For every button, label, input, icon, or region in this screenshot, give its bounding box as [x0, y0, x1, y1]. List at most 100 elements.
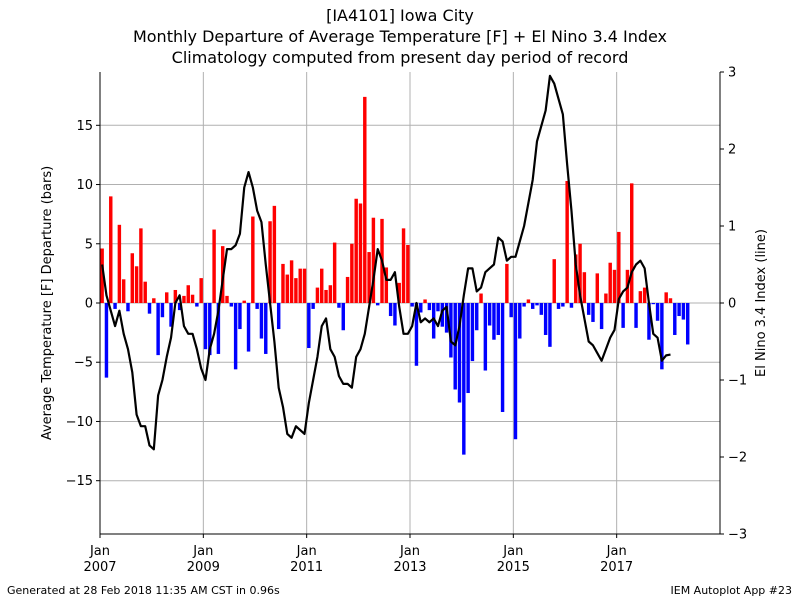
y-axis-label: Average Temperature [F] Departure (bars): [40, 166, 55, 440]
departure-bar: [216, 303, 221, 354]
nino34-line: [101, 74, 671, 451]
departure-bar: [311, 303, 315, 309]
departure-bar: [307, 303, 311, 349]
departure-bar: [251, 216, 255, 303]
y2-tick-label: −2: [728, 451, 747, 466]
nino-line-layer: [101, 74, 671, 451]
x-tick-label-year: 2007: [83, 560, 116, 575]
departure-bar: [526, 299, 531, 303]
departure-bar: [617, 231, 621, 303]
departure-bar: [354, 198, 358, 303]
departure-bar: [612, 269, 617, 303]
departure-bar: [332, 242, 337, 303]
departure-bar: [324, 289, 328, 303]
departure-bar: [462, 303, 466, 455]
departure-bar: [539, 303, 544, 315]
departure-bar: [238, 303, 242, 330]
departure-bar: [475, 303, 479, 331]
departure-bar: [638, 291, 643, 303]
departure-bar: [169, 303, 173, 327]
chart-title-line-1: [IA4101] Iowa City: [326, 6, 474, 25]
footer-app-label: IEM Autoplot App #23: [670, 584, 793, 597]
departure-bar: [500, 303, 505, 412]
departure-bar: [685, 303, 690, 345]
departure-bar: [139, 228, 143, 303]
departure-bar: [492, 303, 496, 340]
y-tick-label: −5: [74, 356, 93, 371]
y2-tick-label: 3: [728, 66, 736, 81]
departure-bar: [505, 263, 509, 303]
y-tick-label: 5: [85, 237, 93, 252]
departure-bar: [328, 285, 333, 303]
departure-bar: [513, 303, 518, 440]
departure-bar: [647, 303, 651, 340]
departure-bar: [208, 303, 212, 356]
departure-bar: [530, 303, 535, 309]
departure-bar: [126, 303, 130, 312]
x-tick-label-month: Jan: [606, 544, 627, 559]
departure-bar: [229, 303, 234, 307]
departure-bar: [375, 303, 380, 306]
departure-bar: [143, 281, 147, 303]
departure-bar: [634, 303, 638, 328]
departure-bar: [294, 278, 298, 303]
departure-bar: [367, 252, 371, 303]
y2-tick-label: −3: [728, 528, 747, 543]
departure-bar: [431, 303, 436, 339]
departure-bar: [586, 303, 591, 315]
departure-bar: [225, 295, 229, 303]
departure-bar: [483, 303, 488, 371]
departure-bar: [182, 295, 186, 303]
departure-bar: [246, 303, 251, 352]
departure-bar: [522, 303, 526, 307]
departure-bar: [543, 303, 548, 335]
departure-bar: [642, 287, 647, 303]
chart-title-line-3: Climatology computed from present day pe…: [171, 48, 629, 67]
departure-bar: [302, 268, 307, 303]
y2-tick-label: 1: [728, 220, 736, 235]
departure-bar: [285, 274, 290, 303]
departure-bar: [397, 282, 401, 303]
departure-bar: [668, 298, 673, 303]
y-tick-label: −15: [66, 474, 93, 489]
departure-bar: [470, 303, 475, 362]
departure-bar: [199, 278, 203, 303]
departure-bar: [203, 303, 208, 350]
departure-bar: [548, 303, 552, 347]
departure-bar: [268, 221, 272, 303]
departure-bar: [535, 303, 539, 306]
departure-bar: [401, 228, 406, 303]
departure-bar: [436, 303, 440, 312]
y2-tick-label: 0: [728, 297, 736, 312]
y-tick-label: −10: [66, 415, 93, 430]
departure-bar: [384, 267, 389, 303]
departure-bars: [100, 96, 690, 455]
departure-bar: [242, 300, 246, 303]
departure-bar: [414, 303, 419, 366]
departure-bar: [423, 299, 427, 303]
departure-bar: [561, 303, 565, 307]
departure-bar: [147, 303, 152, 314]
departure-bar: [345, 276, 350, 303]
departure-bar: [371, 217, 376, 303]
departure-bar: [121, 279, 126, 303]
departure-bar: [565, 180, 569, 303]
departure-bar: [449, 303, 453, 358]
departure-bar: [466, 303, 470, 394]
departure-bar: [212, 229, 216, 303]
departure-bar: [165, 292, 169, 303]
y-tick-label: 15: [76, 119, 93, 134]
departure-bar: [109, 196, 113, 303]
departure-bar: [569, 303, 574, 308]
departure-bar: [341, 303, 345, 331]
departure-bar: [363, 96, 367, 303]
departure-bar: [160, 303, 165, 318]
x-tick-label-year: 2013: [393, 560, 426, 575]
departure-bar: [664, 292, 668, 303]
departure-bar: [444, 303, 449, 333]
departure-bar: [117, 224, 122, 303]
departure-bar: [595, 273, 600, 303]
departure-bar: [673, 303, 677, 335]
departure-bar: [152, 298, 156, 303]
